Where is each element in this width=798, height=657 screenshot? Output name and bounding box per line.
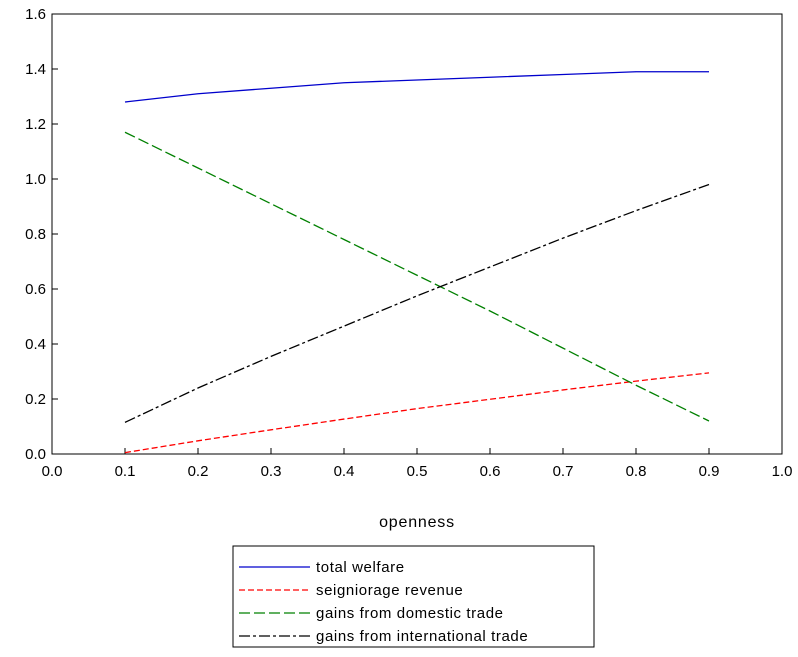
legend-label: gains from domestic trade [316,605,504,622]
x-tick-label: 0.6 [480,463,501,480]
series-line-gains-from-domestic-trade [124,131,710,422]
x-tick-label: 0.1 [115,463,136,480]
x-tick-label: 0.4 [334,463,355,480]
x-tick-label: 0.3 [261,463,282,480]
y-tick-label: 0.6 [25,281,46,298]
x-axis: 0.0 0.1 0.2 0.3 0.4 0.5 0.6 0.7 0.8 0.9 1.0 [42,448,793,480]
series-line-gains-from-international-trade [124,183,710,423]
x-tick-label: 0.9 [699,463,720,480]
x-tick-label: 0.7 [553,463,574,480]
series-line-seigniorage-revenue [124,372,710,454]
x-tick-label: 0.8 [626,463,647,480]
y-tick-label: 1.2 [25,116,46,133]
x-tick-label: 0.2 [188,463,209,480]
y-tick-label: 0.4 [25,336,46,353]
series-line-total-welfare [124,71,709,103]
x-axis-label: openness [379,514,455,531]
y-tick-label: 0.8 [25,226,46,243]
y-axis: 0.0 0.2 0.4 0.6 0.8 1.0 1.2 1.4 1.6 [25,6,58,463]
y-tick-label: 0.0 [25,446,46,463]
x-tick-label: 0.5 [407,463,428,480]
x-tick-label: 0.0 [42,463,63,480]
legend-box [232,545,595,648]
y-tick-label: 1.0 [25,171,46,188]
legend: total welfare seigniorage revenue gains fr… [232,545,595,648]
x-tick-label: 1.0 [772,463,793,480]
series-lines [124,71,710,454]
legend-label: gains from international trade [316,628,528,645]
legend-label: seigniorage revenue [316,582,463,599]
legend-label: total welfare [316,559,405,576]
y-tick-label: 0.2 [25,391,46,408]
y-tick-label: 1.6 [25,6,46,23]
y-tick-label: 1.4 [25,61,46,78]
